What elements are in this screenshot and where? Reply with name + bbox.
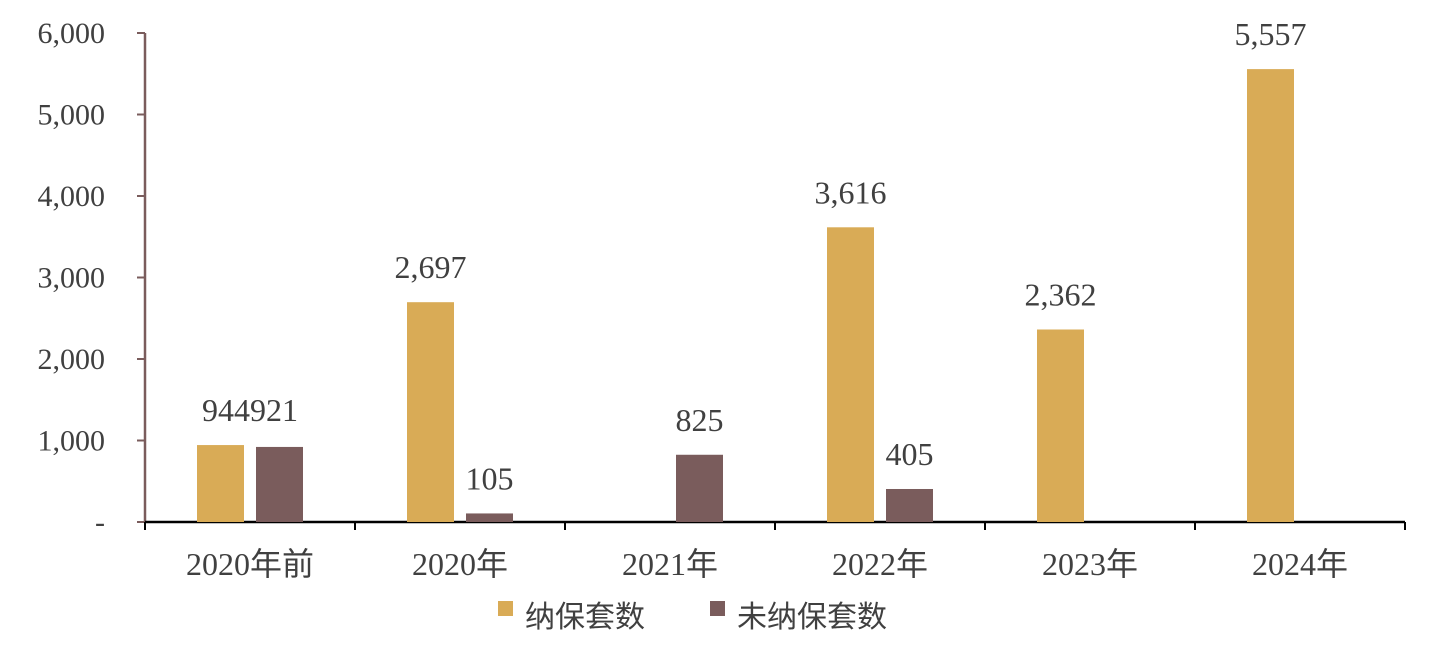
x-category-label: 2020年前 [186,546,314,582]
bar-insured [407,302,454,522]
data-labels: 944921 2,697 105 825 3,616 405 2,362 5,557 [202,16,1307,496]
bar-data-label: 5,557 [1235,16,1307,52]
legend-label-insured: 纳保套数 [525,600,645,635]
y-tick-label: 4,000 [38,180,106,213]
y-tick-label: 1,000 [38,425,106,458]
x-category-label: 2020年 [412,546,508,582]
bar-uninsured [886,488,933,522]
bar-data-label: 3,616 [815,174,887,210]
bar-uninsured [466,513,513,522]
bar-insured [1247,69,1294,523]
bar-data-label: 2,697 [395,249,467,285]
bar-data-label: 405 [886,436,934,472]
x-category-label: 2021年 [622,546,718,582]
bar-insured [1037,329,1084,522]
x-category-label: 2022年 [832,546,928,582]
bar-uninsured [256,446,303,522]
y-tick-label: - [95,506,105,539]
legend-swatch-uninsured [710,601,725,616]
y-tick-label: 2,000 [38,343,106,376]
y-axis: - 1,000 2,000 3,000 4,000 5,000 6,000 [38,17,147,539]
y-tick-label: 6,000 [38,17,106,50]
y-tick-label: 5,000 [38,99,106,132]
legend: 纳保套数 未纳保套数 [498,600,887,635]
bar-data-label: 825 [676,402,724,438]
bar-data-label: 944921 [202,392,298,428]
bars [197,69,1294,523]
legend-swatch-insured [498,601,513,616]
bar-insured [827,227,874,522]
bar-insured [197,445,244,522]
x-category-label: 2023年 [1042,546,1138,582]
y-tick-label: 3,000 [38,262,106,295]
bar-data-label: 2,362 [1025,276,1097,312]
x-axis: 2020年前 2020年 2021年 2022年 2023年 2024年 [144,520,1406,582]
x-category-label: 2024年 [1252,546,1348,582]
bar-uninsured [676,454,723,522]
legend-label-uninsured: 未纳保套数 [737,600,887,635]
bar-data-label: 105 [466,460,514,496]
